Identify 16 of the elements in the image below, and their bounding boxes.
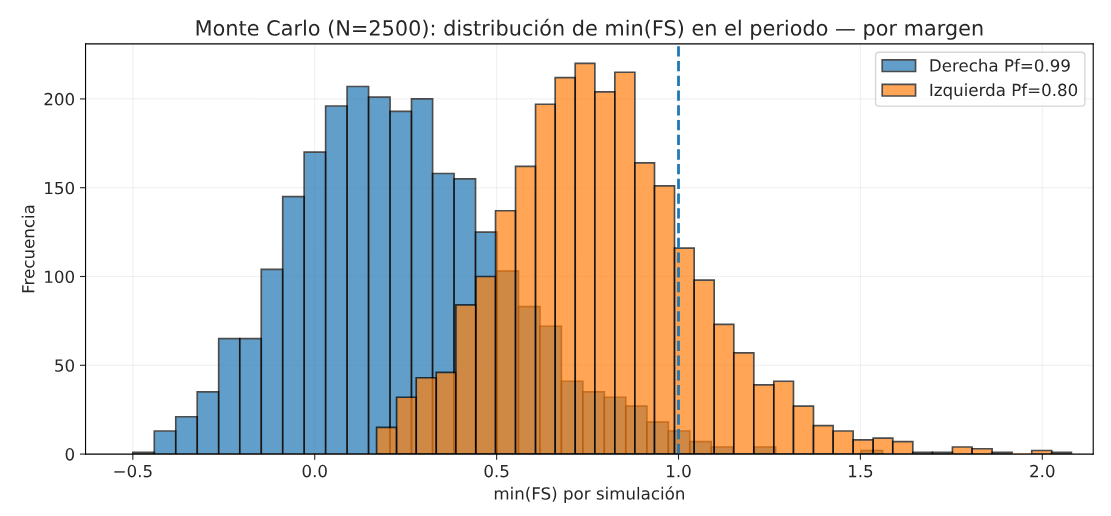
y-axis-title: Frecuencia: [21, 205, 35, 293]
legend-label: Derecha Pf=0.99: [930, 58, 1070, 72]
x-tick-label: 1.0: [667, 464, 691, 478]
y-tick-label: 100: [45, 270, 75, 284]
y-tick-label: 150: [45, 181, 75, 195]
x-axis-title: min(FS) por simulación: [494, 486, 684, 503]
chart-title: Monte Carlo (N=2500): distribución de min(FS) en el periodo — por margen: [196, 18, 983, 40]
x-tick-label: 1.5: [848, 465, 873, 478]
x-tick-label: −0.5: [114, 464, 152, 478]
x-tick-label: 0.5: [484, 464, 509, 478]
x-tick-label: 2.0: [1030, 464, 1055, 478]
y-tick-label: 0: [65, 448, 75, 461]
legend-label: Izquierda Pf=0.80: [930, 83, 1078, 100]
y-tick-label: 50: [55, 359, 75, 372]
y-tick-label: 200: [44, 92, 75, 106]
x-tick-label: 0.0: [302, 464, 327, 478]
